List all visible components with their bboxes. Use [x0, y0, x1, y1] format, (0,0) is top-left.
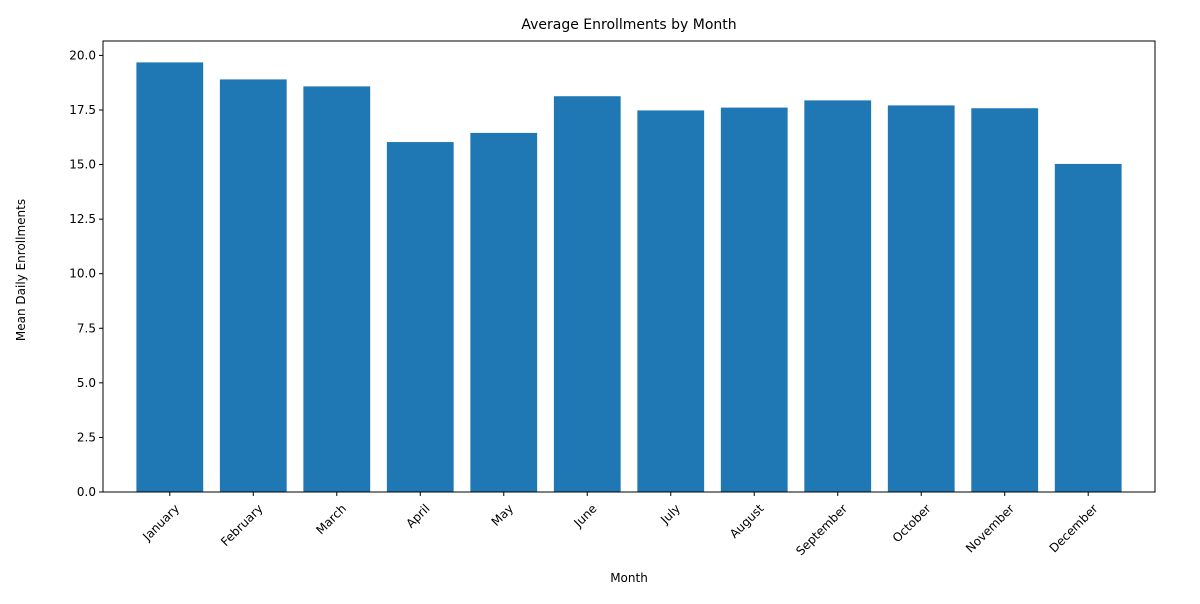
y-axis-label: Mean Daily Enrollments [14, 199, 28, 341]
y-tick-label: 12.5 [69, 212, 96, 226]
y-tick-label: 2.5 [77, 430, 96, 444]
x-axis-label: Month [610, 571, 648, 585]
bar-may [470, 132, 538, 492]
axes-frame [102, 40, 1156, 493]
plot-spines [102, 40, 1156, 493]
y-axis: 0.0 2.5 5.0 7.5 10.0 12.5 15.0 17.5 20.0 [69, 48, 103, 499]
y-tick-label: 10.0 [69, 267, 96, 281]
bar-april [386, 142, 454, 492]
bar-december [1054, 163, 1122, 492]
bar-november [971, 108, 1039, 493]
bar-march [303, 86, 371, 492]
bar-august [720, 107, 788, 492]
y-tick-label: 15.0 [69, 158, 96, 172]
chart-title: Average Enrollments by Month [521, 17, 736, 33]
y-tick-label: 5.0 [77, 376, 96, 390]
y-tick-label: 17.5 [69, 103, 96, 117]
y-tick-label: 7.5 [77, 321, 96, 335]
bar-june [553, 96, 621, 492]
bar-october [887, 105, 955, 493]
bar-july [637, 110, 705, 493]
bar-january [136, 62, 204, 492]
bar-september [804, 100, 872, 492]
bars-group [136, 62, 1122, 493]
y-tick-label: 20.0 [69, 48, 96, 62]
y-tick-label: 0.0 [77, 485, 96, 499]
bar-february [219, 79, 287, 493]
